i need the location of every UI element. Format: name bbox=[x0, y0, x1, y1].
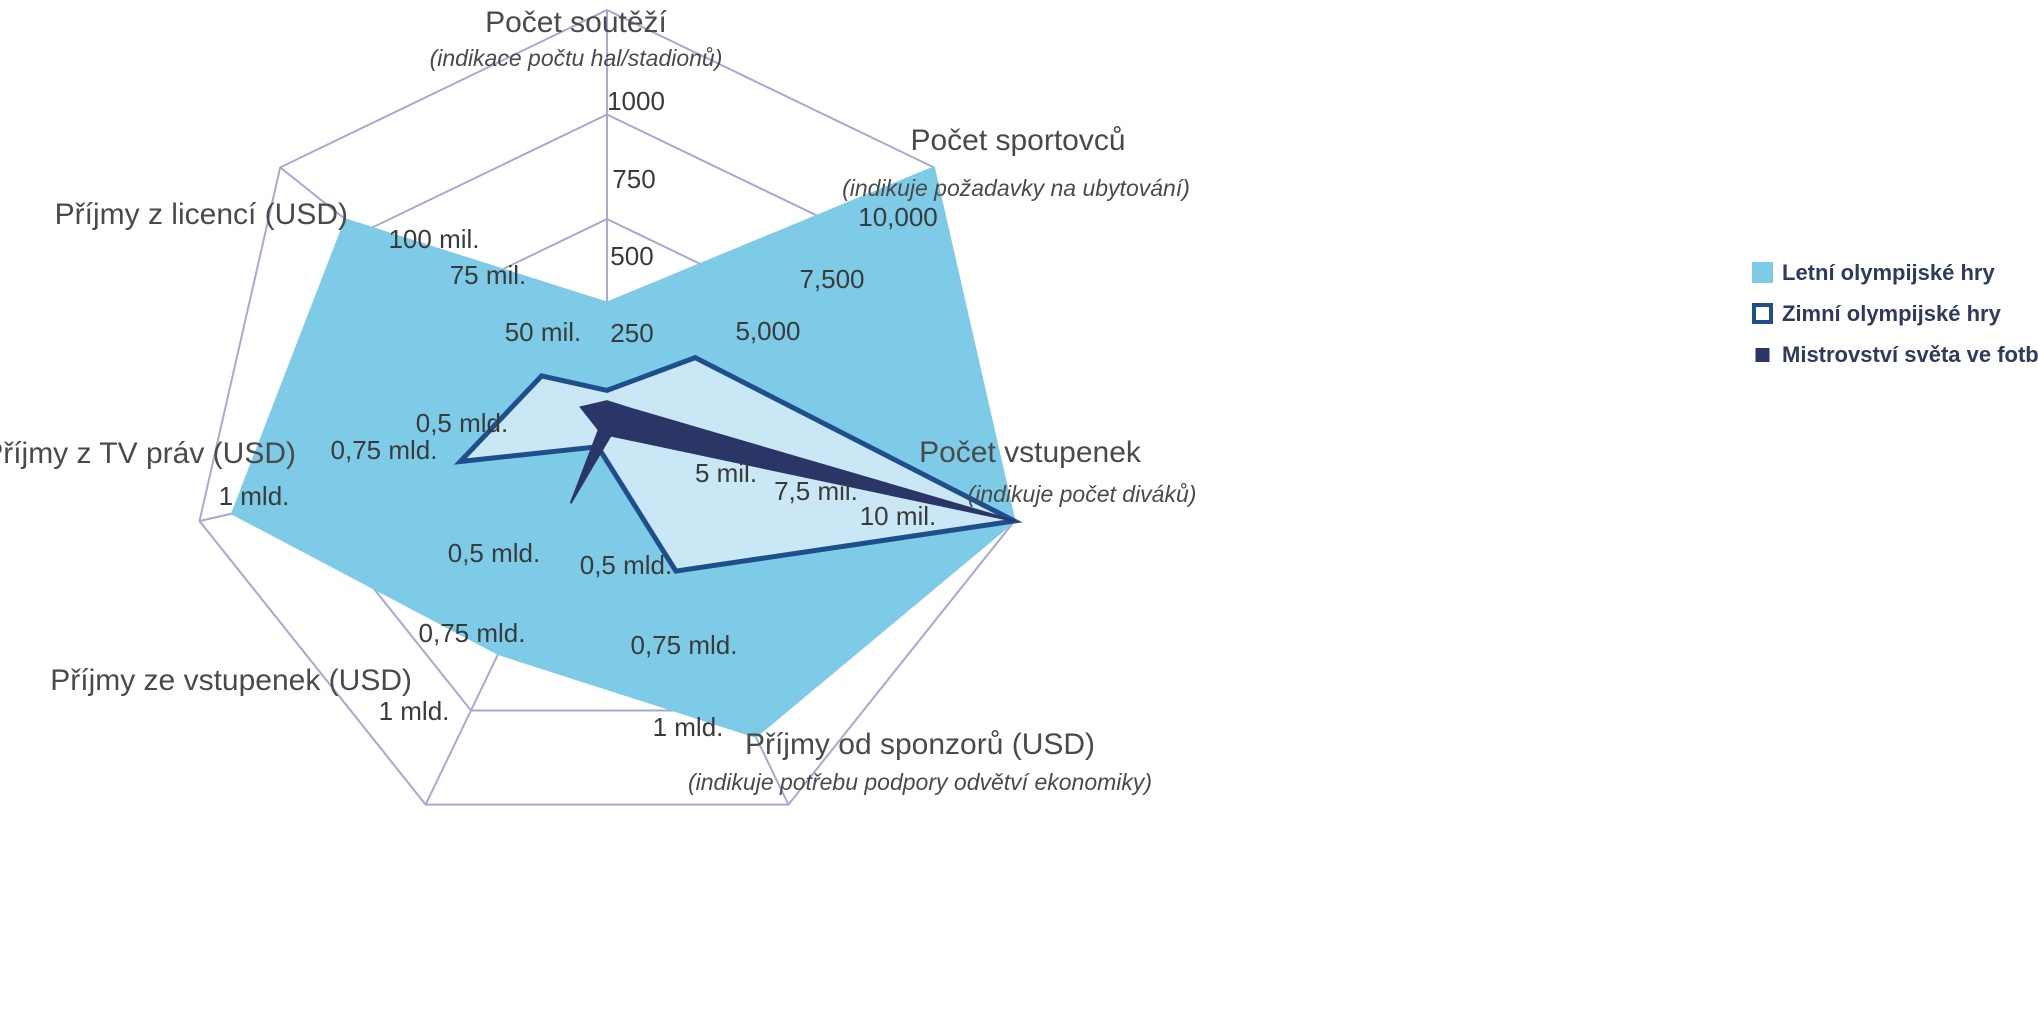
tick-label-6-3: 100 mil. bbox=[388, 224, 479, 254]
series-2-area bbox=[569, 400, 1015, 522]
tick-label-0-2: 750 bbox=[612, 164, 655, 194]
tick-label-5-1: 0,5 mld. bbox=[416, 408, 509, 438]
axis-title-6: Příjmy z licencí (USD) bbox=[55, 198, 348, 231]
axis-subtitle-2: (indikuje počet diváků) bbox=[968, 481, 1197, 507]
tick-label-2-1: 5 mil. bbox=[695, 458, 757, 488]
axis-subtitle-0: (indikace počtu hal/stadionů) bbox=[430, 45, 723, 71]
series-layer bbox=[230, 166, 1023, 738]
tick-label-1-3: 10,000 bbox=[858, 202, 938, 232]
axis-subtitle-3: (indikuje potřebu podpory odvětví ekonom… bbox=[688, 769, 1152, 795]
tick-label-2-3: 10 mil. bbox=[860, 501, 937, 531]
legend-swatch-1 bbox=[1752, 303, 1773, 324]
tick-label-1-2: 7,500 bbox=[799, 264, 864, 294]
tick-label-3-3: 1 mld. bbox=[653, 712, 724, 742]
tick-label-4-2: 0,75 mld. bbox=[419, 618, 526, 648]
axis-subtitle-1: (indikuje požadavky na ubytování) bbox=[842, 175, 1190, 201]
tick-label-6-1: 50 mil. bbox=[505, 317, 582, 347]
legend-swatch-2 bbox=[1755, 348, 1770, 362]
axis-title-2: Počet vstupenek bbox=[919, 436, 1142, 469]
tick-label-4-3: 1 mld. bbox=[379, 696, 450, 726]
tick-label-5-2: 0,75 mld. bbox=[331, 435, 438, 465]
tick-label-5-3: 1 mld. bbox=[219, 481, 290, 511]
legend-label-1: Zimní olympijské hry bbox=[1782, 301, 2002, 326]
axis-label-layer: Počet soutěží (indikace počtu hal/stadion… bbox=[0, 6, 1196, 795]
axis-title-1: Počet sportovců bbox=[910, 124, 1125, 157]
legend-label-2: Mistrovství světa ve fotbale bbox=[1782, 342, 2038, 367]
axis-title-4: Příjmy ze vstupenek (USD) bbox=[50, 664, 412, 697]
tick-label-0-0: 250 bbox=[610, 318, 653, 348]
axis-title-3: Příjmy od sponzorů (USD) bbox=[745, 728, 1095, 761]
tick-label-3-2: 0,75 mld. bbox=[631, 630, 738, 660]
tick-label-3-1: 0,5 mld. bbox=[580, 550, 673, 580]
tick-label-0-1: 500 bbox=[610, 241, 653, 271]
legend-swatch-0 bbox=[1752, 262, 1773, 283]
tick-label-4-1: 0,5 mld. bbox=[448, 538, 541, 568]
axis-title-0: Počet soutěží bbox=[485, 6, 667, 39]
tick-label-1-1: 5,000 bbox=[735, 316, 800, 346]
axis-title-5: Příjmy z TV práv (USD) bbox=[0, 437, 296, 470]
legend: Letní olympijské hry Zimní olympijské hry… bbox=[1752, 260, 2038, 367]
tick-label-0-3: 1000 bbox=[607, 86, 665, 116]
tick-label-6-2: 75 mil. bbox=[450, 260, 527, 290]
tick-label-2-2: 7,5 mil. bbox=[774, 476, 858, 506]
legend-label-0: Letní olympijské hry bbox=[1782, 260, 1995, 285]
tick-layer: 250 500 750 1000 5,000 7,500 10,000 5 mil. 7,5 m… bbox=[219, 86, 938, 742]
